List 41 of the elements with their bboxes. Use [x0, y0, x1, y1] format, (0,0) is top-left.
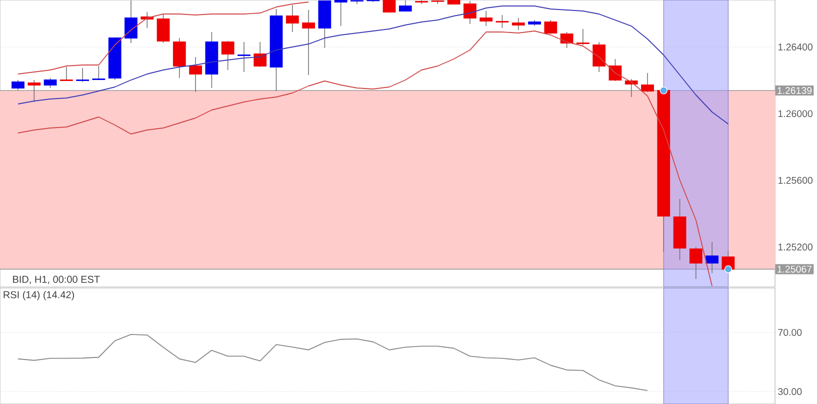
y-tick-label: 1.25200: [778, 244, 813, 250]
y-tick-label: 1.26000: [778, 110, 813, 118]
candlestick: [28, 80, 41, 102]
candlestick: [592, 42, 606, 72]
candlestick: [706, 242, 719, 274]
candlestick: [512, 18, 525, 30]
y-tick-label: 1.25600: [778, 176, 813, 184]
y-tick-label: 70.00: [778, 328, 802, 336]
candlestick: [238, 42, 250, 72]
candlestick: [496, 14, 509, 28]
candlestick: [689, 246, 702, 280]
candlestick: [12, 80, 24, 90]
candlestick: [398, 0, 412, 12]
candlestick: [286, 4, 299, 32]
y-tick-label: 30.00: [778, 388, 802, 396]
candlestick: [172, 38, 186, 78]
candlestick: [44, 78, 57, 88]
candlestick: [302, 10, 315, 76]
candlestick: [124, 0, 138, 44]
candlestick: [156, 14, 170, 44]
candlestick: [189, 56, 202, 92]
candlestick: [221, 40, 234, 70]
candlestick: [608, 58, 622, 82]
candlestick: [382, 0, 396, 12]
y-tick-label: 1.26400: [778, 44, 813, 50]
ref-line-label: 1.26139: [778, 87, 812, 94]
candlestick: [576, 28, 590, 46]
candlestick: [464, 0, 476, 24]
candlestick: [92, 66, 106, 80]
candlestick: [480, 10, 493, 26]
candlestick: [624, 78, 638, 98]
candlestick: [544, 20, 558, 34]
line-series: [18, 334, 648, 392]
ref-line-label: 1.25067: [778, 266, 812, 273]
candlestick: [254, 42, 267, 68]
candlestick: [334, 0, 348, 26]
candlestick: [60, 66, 73, 82]
chart-title: RSI (14) (14.42): [4, 290, 74, 300]
candlestick: [641, 72, 654, 92]
annotation: BID, H1, 00:00 EST: [13, 276, 100, 284]
candlestick: [76, 68, 90, 82]
